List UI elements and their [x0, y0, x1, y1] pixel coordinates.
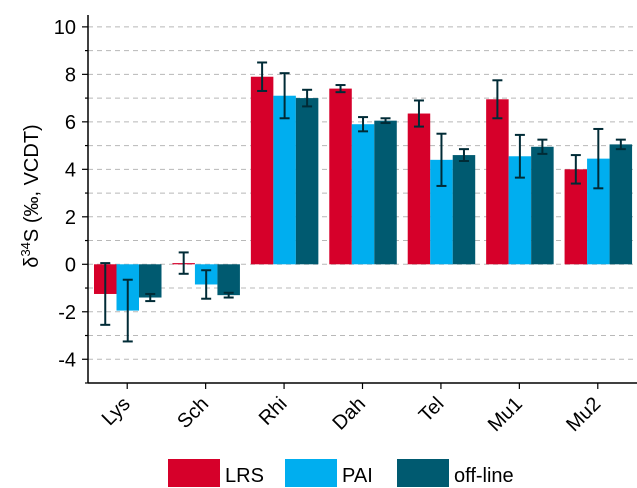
y-axis-title: δ34S (‰, VCDT) — [18, 124, 43, 267]
legend-swatch-off-line — [397, 459, 449, 487]
bar-PAI-Mu1 — [508, 156, 532, 265]
bar-PAI-Dah — [351, 124, 375, 265]
bar-PAI-Tel — [430, 159, 453, 265]
bar-LRS-Mu1 — [486, 99, 509, 265]
y-tick-label: 0 — [65, 254, 76, 276]
legend-swatch-LRS — [168, 459, 220, 487]
y-tick-label: 10 — [54, 17, 76, 39]
bar-off-line-Tel — [452, 155, 476, 265]
legend-swatch-PAI — [285, 459, 337, 487]
bar-LRS-Mu2 — [564, 169, 588, 265]
bars — [94, 76, 633, 311]
legend: LRS PAI off-line — [168, 459, 514, 487]
y-tick-label: 2 — [65, 207, 76, 229]
bar-off-line-Dah — [374, 120, 397, 265]
y-tick-label: -4 — [58, 349, 76, 371]
y-tick-labels: -4 -2 0 2 4 6 8 10 — [54, 17, 76, 371]
axes — [82, 15, 637, 389]
bar-off-line-Mu2 — [609, 144, 633, 265]
x-category-label: Mu1 — [484, 393, 527, 436]
legend-label: off-line — [454, 465, 514, 487]
x-category-label: Sch — [173, 393, 213, 433]
x-category-label: Tel — [415, 393, 449, 427]
bar-off-line-Mu1 — [531, 146, 554, 265]
bar-PAI-Mu2 — [587, 158, 610, 265]
y-tick-label: 4 — [65, 159, 76, 181]
bar-off-line-Rhi — [295, 98, 319, 265]
y-tick-label: 8 — [65, 64, 76, 86]
x-category-label: Lys — [98, 393, 135, 430]
bar-LRS-Tel — [407, 113, 431, 265]
x-category-label: Mu2 — [562, 393, 605, 436]
error-bars — [100, 61, 626, 343]
x-category-label: Dah — [329, 393, 371, 435]
y-tick-label: -2 — [58, 302, 76, 324]
x-category-label: Rhi — [255, 393, 292, 430]
legend-label: PAI — [342, 465, 373, 487]
bar-off-line-Sch — [217, 264, 240, 296]
bar-LRS-Dah — [329, 88, 352, 265]
bar-PAI-Rhi — [273, 95, 296, 265]
bar-off-line-Lys — [139, 264, 162, 298]
legend-label: LRS — [225, 465, 264, 487]
y-tick-label: 6 — [65, 112, 76, 134]
bar-LRS-Rhi — [250, 76, 274, 265]
x-category-labels: Lys Sch Rhi Dah Tel Mu1 Mu2 — [98, 393, 606, 436]
